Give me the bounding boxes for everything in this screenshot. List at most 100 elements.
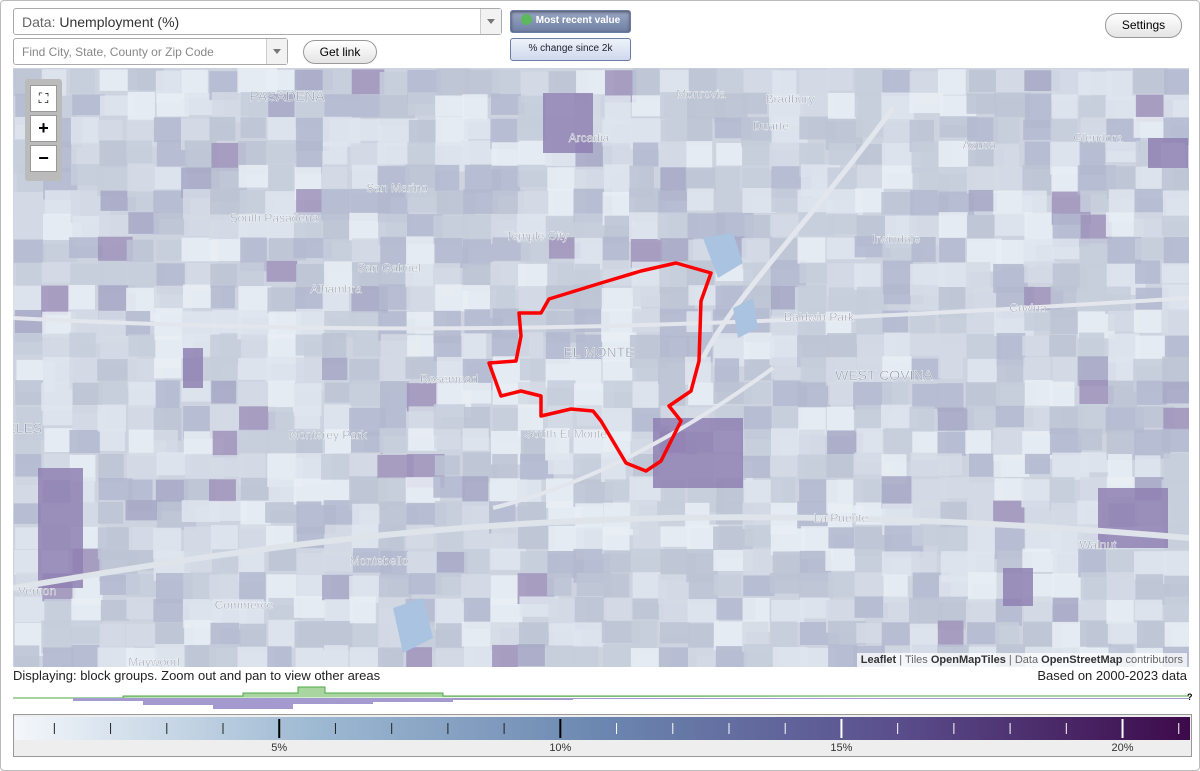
- block-group: [407, 335, 439, 357]
- attr-leaflet[interactable]: Leaflet: [860, 654, 897, 666]
- place-label: Montebello: [350, 554, 409, 568]
- block-group: [575, 503, 604, 531]
- block-group: [854, 92, 883, 118]
- block-group: [1148, 138, 1188, 168]
- block-group: [266, 260, 298, 282]
- block-group: [799, 95, 834, 119]
- block-group: [408, 119, 442, 144]
- block-group: [743, 382, 772, 404]
- block-group: [267, 429, 305, 454]
- block-group: [265, 140, 301, 164]
- block-group: [406, 236, 437, 265]
- block-group: [882, 382, 909, 409]
- place-label: Azusa: [962, 138, 996, 152]
- block-group: [239, 190, 274, 214]
- block-group: [1024, 309, 1055, 331]
- block-group: [126, 647, 158, 667]
- zoom-in-button[interactable]: +: [30, 115, 57, 142]
- block-group: [797, 382, 831, 408]
- block-group: [463, 118, 493, 140]
- block-group: [965, 430, 992, 455]
- block-group: [14, 332, 50, 355]
- block-group: [71, 644, 100, 667]
- block-group: [490, 93, 525, 115]
- block-group: [909, 597, 943, 629]
- selected-boundary: [487, 261, 713, 473]
- based-on-text: Based on 2000-2023 data: [1037, 668, 1187, 683]
- get-link-button[interactable]: Get link: [303, 40, 377, 64]
- zoom-out-button[interactable]: −: [30, 145, 57, 172]
- block-group: [825, 548, 856, 571]
- place-label: Duarte: [753, 119, 789, 133]
- block-group: [1161, 428, 1189, 452]
- place-label: Monrovia: [676, 87, 726, 101]
- map[interactable]: PASADENA Monrovia Bradbury Duarte Arcadia Azu…: [13, 68, 1189, 667]
- block-group: [324, 599, 354, 622]
- mode-change-button[interactable]: % change since 2k: [510, 38, 631, 61]
- settings-button[interactable]: Settings: [1105, 13, 1182, 38]
- block-group: [266, 69, 297, 91]
- place-label: Commerce: [215, 598, 274, 612]
- block-group: [42, 647, 74, 667]
- block-group: [238, 358, 272, 380]
- block-group: [349, 119, 383, 141]
- block-group: [212, 430, 238, 458]
- block-group: [1161, 479, 1189, 501]
- block-group: [1106, 599, 1134, 624]
- block-group: [744, 359, 775, 381]
- block-group: [407, 188, 447, 212]
- block-group: [911, 358, 941, 380]
- block-group: [967, 572, 997, 603]
- place-label: Alhambra: [310, 282, 362, 296]
- road: [13, 514, 1189, 591]
- block-group: [324, 645, 349, 667]
- block-group: [38, 468, 83, 588]
- fit-button[interactable]: ⛶: [30, 85, 57, 112]
- block-group: [603, 597, 632, 621]
- block-group: [938, 357, 964, 379]
- block-group: [1106, 141, 1139, 163]
- help-mark[interactable]: ?: [1187, 692, 1193, 702]
- data-select[interactable]: Data: Unemployment (%): [13, 8, 502, 35]
- block-group: [1105, 95, 1140, 119]
- block-group: [127, 68, 164, 91]
- block-group: [44, 428, 77, 453]
- block-group: [912, 383, 938, 409]
- block-group: [1080, 452, 1111, 473]
- block-group: [155, 380, 180, 409]
- block-group: [630, 500, 659, 529]
- block-group: [603, 573, 630, 598]
- block-group: [1078, 599, 1113, 623]
- water: [393, 233, 758, 653]
- block-group: [406, 647, 432, 667]
- block-group: [378, 477, 406, 506]
- block-group: [828, 572, 856, 597]
- block-group: [211, 380, 237, 404]
- place-label: EL MONTE: [563, 344, 634, 360]
- block-group: [240, 92, 272, 117]
- block-group: [349, 358, 385, 385]
- attr-tiles[interactable]: OpenMapTiles: [930, 654, 1006, 666]
- block-group: [799, 69, 830, 99]
- block-group: [658, 574, 692, 604]
- block-group: [324, 404, 352, 434]
- mode-recent-button[interactable]: Most recent value: [510, 10, 631, 33]
- block-group: [405, 263, 434, 287]
- block-group: [854, 263, 881, 290]
- block-group: [268, 597, 302, 620]
- block-group: [828, 644, 858, 667]
- block-group: [713, 191, 751, 213]
- block-group: [69, 68, 95, 94]
- block-group: [378, 284, 411, 310]
- legend-tick-label: 15%: [830, 742, 852, 754]
- block-group: [1161, 309, 1189, 336]
- block-group: [492, 237, 531, 261]
- search-box[interactable]: Find City, State, County or Zip Code: [13, 38, 288, 65]
- block-group: [714, 574, 741, 596]
- block-group: [240, 117, 266, 139]
- block-group: [1024, 141, 1052, 169]
- block-group: [268, 380, 296, 412]
- block-group: [41, 285, 69, 315]
- attr-data[interactable]: OpenStreetMap: [1041, 654, 1123, 666]
- block-group: [268, 620, 299, 648]
